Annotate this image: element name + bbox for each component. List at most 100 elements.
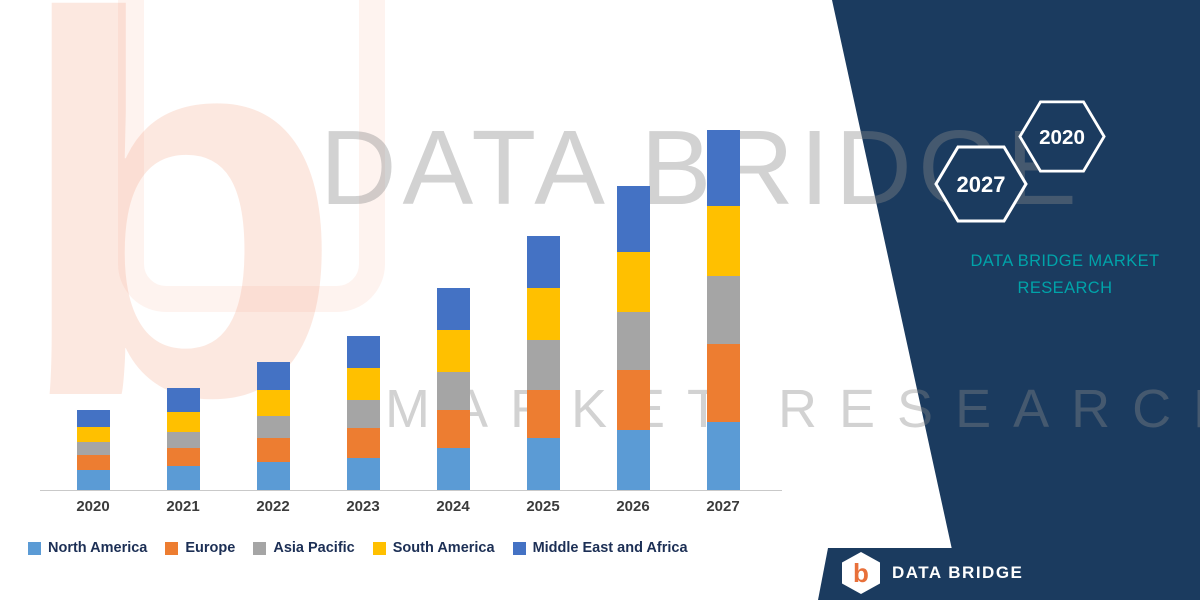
brand-text-line2: RESEARCH xyxy=(1017,279,1113,297)
hexagon-2027: 2027 xyxy=(934,145,1028,223)
bar-slot-2020 xyxy=(48,98,138,490)
stacked-bar-2020 xyxy=(76,410,110,490)
bar-slot-2023 xyxy=(318,98,408,490)
bar-segment-south-america-2027 xyxy=(706,206,740,276)
legend-item-asia-pacific: Asia Pacific xyxy=(253,540,355,556)
x-axis-label-2023: 2023 xyxy=(346,498,380,515)
x-axis-label-2020: 2020 xyxy=(76,498,110,515)
bar-segment-asia-pacific-2027 xyxy=(706,276,740,344)
stacked-bar-2025 xyxy=(526,236,560,490)
bar-slot-2027 xyxy=(678,98,768,490)
bar-segment-south-america-2026 xyxy=(616,252,650,312)
bar-segment-asia-pacific-2022 xyxy=(256,416,290,438)
bar-segment-south-america-2025 xyxy=(526,288,560,340)
legend-label-europe: Europe xyxy=(185,540,236,556)
bar-segment-north-america-2026 xyxy=(616,430,650,490)
bar-slot-2022 xyxy=(228,98,318,490)
bar-segment-middle-east-and-africa-2026 xyxy=(616,186,650,252)
bar-segment-south-america-2024 xyxy=(436,330,470,372)
hexagon-2027-outline xyxy=(934,145,1028,223)
bar-slot-2021 xyxy=(138,98,228,490)
bar-segment-asia-pacific-2025 xyxy=(526,340,560,390)
stacked-bar-2023 xyxy=(346,336,380,490)
bar-segment-asia-pacific-2021 xyxy=(166,432,200,448)
stacked-bar-2027 xyxy=(706,130,740,490)
x-axis-label-2021: 2021 xyxy=(166,498,200,515)
x-axis-label-2025: 2025 xyxy=(526,498,560,515)
legend-item-north-america: North America xyxy=(28,540,147,556)
bar-segment-europe-2027 xyxy=(706,344,740,422)
bars-row xyxy=(48,98,768,490)
legend-swatch-middle-east-and-africa xyxy=(512,541,526,555)
bar-slot-2026 xyxy=(588,98,678,490)
brand-text: DATA BRIDGE MARKET RESEARCH xyxy=(935,252,1195,298)
bar-segment-asia-pacific-2023 xyxy=(346,400,380,428)
hexagon-2020-year: 2020 xyxy=(1039,126,1085,149)
data-bridge-logo-icon: b xyxy=(842,552,880,594)
bar-segment-north-america-2025 xyxy=(526,438,560,490)
legend-item-middle-east-and-africa: Middle East and Africa xyxy=(512,540,688,556)
bar-segment-europe-2020 xyxy=(76,455,110,470)
bar-slot-2024 xyxy=(408,98,498,490)
bar-segment-north-america-2022 xyxy=(256,462,290,490)
data-bridge-logo-letter: b xyxy=(853,558,869,588)
bar-segment-europe-2023 xyxy=(346,428,380,458)
data-bridge-logo: b DATA BRIDGE xyxy=(842,552,1023,594)
bar-segment-europe-2026 xyxy=(616,370,650,430)
footer-strip xyxy=(818,548,1200,600)
x-axis-label-2026: 2026 xyxy=(616,498,650,515)
bar-segment-north-america-2023 xyxy=(346,458,380,490)
hexagon-2027-year: 2027 xyxy=(957,172,1006,197)
logo-watermark-frame-icon xyxy=(118,0,385,312)
bar-segment-middle-east-and-africa-2024 xyxy=(436,288,470,330)
legend-item-south-america: South America xyxy=(372,540,495,556)
legend-label-middle-east-and-africa: Middle East and Africa xyxy=(532,540,688,556)
legend-item-europe: Europe xyxy=(165,540,235,556)
bar-segment-north-america-2024 xyxy=(436,448,470,490)
legend-swatch-north-america xyxy=(28,541,41,555)
bar-segment-europe-2022 xyxy=(256,438,290,462)
stacked-bar-2026 xyxy=(616,186,650,490)
watermark-line2: MARKET RESEARCH xyxy=(385,379,1200,439)
bar-segment-middle-east-and-africa-2022 xyxy=(256,362,290,390)
bar-segment-asia-pacific-2020 xyxy=(76,442,110,455)
legend-label-north-america: North America xyxy=(48,540,148,556)
bar-segment-south-america-2022 xyxy=(256,390,290,416)
stacked-bar-2022 xyxy=(256,362,290,490)
bar-segment-middle-east-and-africa-2021 xyxy=(166,388,200,412)
bar-segment-europe-2025 xyxy=(526,390,560,438)
legend-swatch-europe xyxy=(165,541,179,555)
bar-segment-asia-pacific-2026 xyxy=(616,312,650,370)
bar-segment-middle-east-and-africa-2027 xyxy=(706,130,740,206)
hexagon-2020: 2020 xyxy=(1018,100,1106,173)
bar-segment-europe-2021 xyxy=(166,448,200,466)
bar-segment-south-america-2020 xyxy=(76,427,110,442)
bar-segment-north-america-2020 xyxy=(76,470,110,490)
hexagon-2020-outline xyxy=(1018,100,1106,173)
bar-segment-middle-east-and-africa-2020 xyxy=(76,410,110,427)
stacked-bar-2024 xyxy=(436,288,470,490)
bar-segment-asia-pacific-2024 xyxy=(436,372,470,410)
legend-label-south-america: South America xyxy=(392,540,495,556)
bar-segment-north-america-2021 xyxy=(166,466,200,490)
x-axis-labels: 2020 2021 2022 2023 2024 2025 2026 2027 xyxy=(48,498,768,515)
x-axis-label-2024: 2024 xyxy=(436,498,470,515)
legend-swatch-south-america xyxy=(372,541,386,555)
bar-segment-europe-2024 xyxy=(436,410,470,448)
x-axis-line xyxy=(40,490,782,491)
x-axis-label-2027: 2027 xyxy=(706,498,740,515)
legend: North America Europe Asia Pacific South Ame… xyxy=(28,540,688,556)
bar-segment-middle-east-and-africa-2025 xyxy=(526,236,560,288)
bar-segment-south-america-2021 xyxy=(166,412,200,432)
data-bridge-logo-text: DATA BRIDGE xyxy=(892,563,1024,582)
brand-text-line1: DATA BRIDGE MARKET xyxy=(970,252,1160,270)
bar-slot-2025 xyxy=(498,98,588,490)
bar-segment-south-america-2023 xyxy=(346,368,380,400)
bar-segment-north-america-2027 xyxy=(706,422,740,490)
legend-label-asia-pacific: Asia Pacific xyxy=(273,540,355,556)
bar-segment-middle-east-and-africa-2023 xyxy=(346,336,380,368)
